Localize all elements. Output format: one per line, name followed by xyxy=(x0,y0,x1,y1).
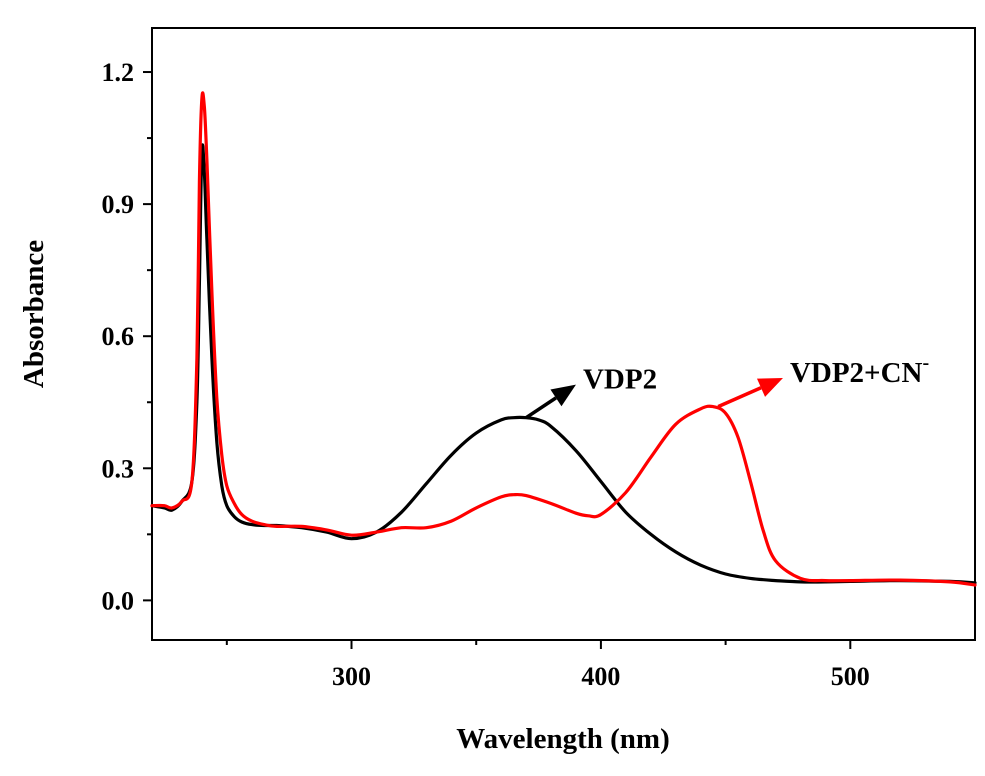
annotation-arrow-head xyxy=(756,378,783,397)
x-tick-label: 500 xyxy=(831,662,870,691)
series-line-vdp2 xyxy=(150,143,977,585)
y-tick-label: 0.6 xyxy=(102,322,135,351)
annotation-label-vdp2-cn: VDP2+CN- xyxy=(790,352,929,389)
plot-frame xyxy=(151,27,976,641)
y-tick-label: 0.9 xyxy=(102,190,135,219)
x-axis-label: Wavelength (nm) xyxy=(456,723,669,755)
annotation-arrow-head xyxy=(550,384,576,407)
series-line-vdp2-cn xyxy=(150,91,977,587)
y-tick-label: 0.0 xyxy=(102,586,135,615)
x-tick-label: 300 xyxy=(332,662,371,691)
annotations: VDP2 VDP2+CN- xyxy=(525,352,929,420)
annotation-arrow-shaft xyxy=(717,386,762,409)
annotation-superscript: - xyxy=(922,352,929,374)
x-tick-label: 400 xyxy=(581,662,620,691)
tick-labels: 300 400 500 0.0 0.3 0.6 0.9 1.2 xyxy=(102,58,870,691)
axis-ticks xyxy=(143,71,852,649)
annotation-arrow-shaft xyxy=(525,396,557,420)
annotation-label-vdp2: VDP2 xyxy=(583,364,657,396)
series-lines xyxy=(150,91,977,587)
y-tick-label: 1.2 xyxy=(102,58,135,87)
y-tick-label: 0.3 xyxy=(102,454,135,483)
y-axis-label: Absorbance xyxy=(18,240,50,388)
